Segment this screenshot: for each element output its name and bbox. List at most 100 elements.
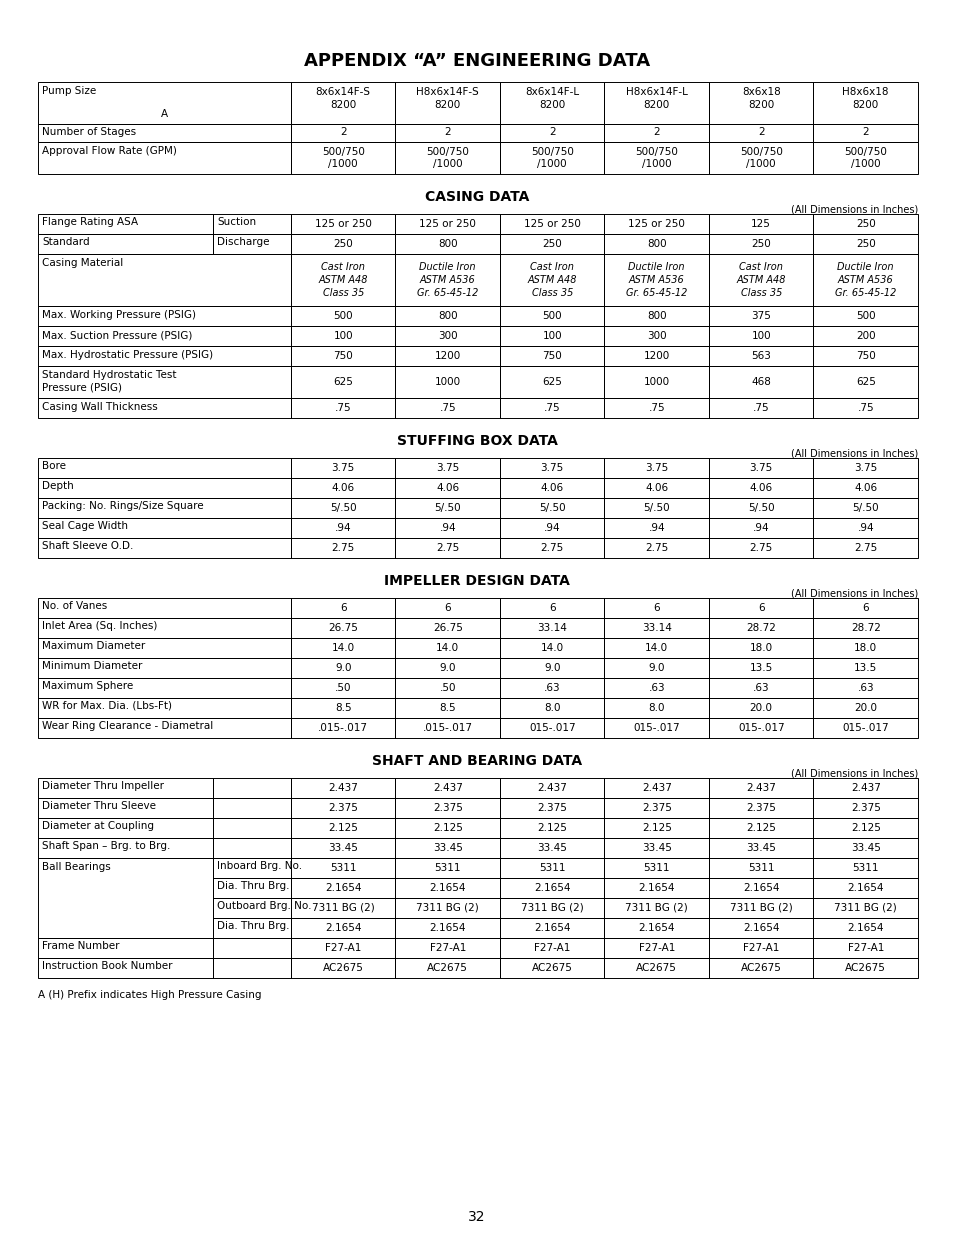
- Bar: [708, 458, 813, 478]
- Bar: [708, 839, 813, 858]
- Text: /1000: /1000: [745, 159, 775, 169]
- Text: 8.5: 8.5: [335, 703, 352, 713]
- Bar: [813, 939, 917, 958]
- Text: F27-A1: F27-A1: [638, 944, 674, 953]
- Text: Maximum Diameter: Maximum Diameter: [42, 641, 145, 651]
- Bar: [291, 124, 395, 142]
- Text: 2.75: 2.75: [749, 543, 772, 553]
- Bar: [395, 214, 499, 233]
- Bar: [708, 233, 813, 254]
- Text: 2.75: 2.75: [644, 543, 668, 553]
- Text: 300: 300: [437, 331, 457, 341]
- Text: 500/750: 500/750: [635, 147, 678, 157]
- Text: 1200: 1200: [435, 351, 460, 361]
- Text: 2.375: 2.375: [537, 803, 567, 813]
- Text: 14.0: 14.0: [644, 643, 668, 653]
- Bar: [38, 142, 291, 174]
- Text: 2.125: 2.125: [641, 823, 671, 832]
- Bar: [813, 254, 917, 306]
- Bar: [395, 918, 499, 939]
- Bar: [38, 254, 291, 306]
- Text: 33.45: 33.45: [433, 844, 462, 853]
- Bar: [499, 658, 604, 678]
- Text: 33.45: 33.45: [850, 844, 880, 853]
- Bar: [813, 346, 917, 366]
- Text: 2.75: 2.75: [853, 543, 877, 553]
- Bar: [813, 638, 917, 658]
- Bar: [395, 306, 499, 326]
- Text: 5311: 5311: [434, 863, 460, 873]
- Bar: [499, 398, 604, 417]
- Text: (All Dimensions in Inches): (All Dimensions in Inches): [790, 768, 917, 778]
- Bar: [213, 918, 291, 939]
- Bar: [813, 326, 917, 346]
- Text: Class 35: Class 35: [740, 288, 781, 298]
- Bar: [708, 346, 813, 366]
- Text: 2: 2: [757, 127, 763, 137]
- Text: .75: .75: [439, 403, 456, 412]
- Text: ASTM A536: ASTM A536: [837, 275, 893, 285]
- Bar: [38, 326, 291, 346]
- Text: 2.437: 2.437: [745, 783, 776, 793]
- Text: STUFFING BOX DATA: STUFFING BOX DATA: [396, 433, 557, 448]
- Bar: [395, 82, 499, 124]
- Text: 2.375: 2.375: [328, 803, 357, 813]
- Bar: [499, 778, 604, 798]
- Bar: [708, 958, 813, 978]
- Text: 2.437: 2.437: [537, 783, 567, 793]
- Text: (All Dimensions in Inches): (All Dimensions in Inches): [790, 448, 917, 458]
- Text: 7311 BG (2): 7311 BG (2): [729, 903, 792, 913]
- Text: 015-.017: 015-.017: [738, 722, 783, 734]
- Bar: [604, 598, 708, 618]
- Bar: [708, 818, 813, 839]
- Bar: [499, 858, 604, 878]
- Bar: [213, 958, 291, 978]
- Text: Minimum Diameter: Minimum Diameter: [42, 661, 142, 671]
- Text: 250: 250: [855, 219, 875, 228]
- Bar: [38, 839, 213, 858]
- Text: Gr. 65-45-12: Gr. 65-45-12: [625, 288, 687, 298]
- Text: 625: 625: [541, 377, 561, 387]
- Bar: [708, 366, 813, 398]
- Text: 5/.50: 5/.50: [538, 503, 565, 513]
- Bar: [291, 658, 395, 678]
- Bar: [38, 82, 291, 124]
- Bar: [291, 214, 395, 233]
- Bar: [813, 517, 917, 538]
- Text: 2.1654: 2.1654: [325, 883, 361, 893]
- Bar: [813, 478, 917, 498]
- Bar: [813, 124, 917, 142]
- Text: 2.375: 2.375: [641, 803, 671, 813]
- Bar: [38, 498, 291, 517]
- Bar: [813, 618, 917, 638]
- Text: Class 35: Class 35: [322, 288, 363, 298]
- Text: .75: .75: [648, 403, 664, 412]
- Text: 2.375: 2.375: [745, 803, 776, 813]
- Bar: [604, 698, 708, 718]
- Bar: [708, 538, 813, 558]
- Text: 2.1654: 2.1654: [534, 923, 570, 932]
- Bar: [708, 858, 813, 878]
- Text: 125 or 250: 125 or 250: [314, 219, 372, 228]
- Bar: [813, 306, 917, 326]
- Bar: [291, 798, 395, 818]
- Text: 14.0: 14.0: [332, 643, 355, 653]
- Bar: [38, 366, 291, 398]
- Text: Cast Iron: Cast Iron: [530, 262, 574, 272]
- Text: 8x6x18: 8x6x18: [741, 86, 780, 98]
- Bar: [499, 898, 604, 918]
- Text: 625: 625: [855, 377, 875, 387]
- Text: .015-.017: .015-.017: [422, 722, 473, 734]
- Text: 250: 250: [751, 240, 770, 249]
- Bar: [213, 214, 291, 233]
- Text: 9.0: 9.0: [439, 663, 456, 673]
- Bar: [499, 142, 604, 174]
- Bar: [213, 939, 291, 958]
- Bar: [395, 858, 499, 878]
- Bar: [395, 898, 499, 918]
- Bar: [604, 538, 708, 558]
- Bar: [499, 698, 604, 718]
- Bar: [499, 498, 604, 517]
- Bar: [708, 598, 813, 618]
- Text: F27-A1: F27-A1: [325, 944, 361, 953]
